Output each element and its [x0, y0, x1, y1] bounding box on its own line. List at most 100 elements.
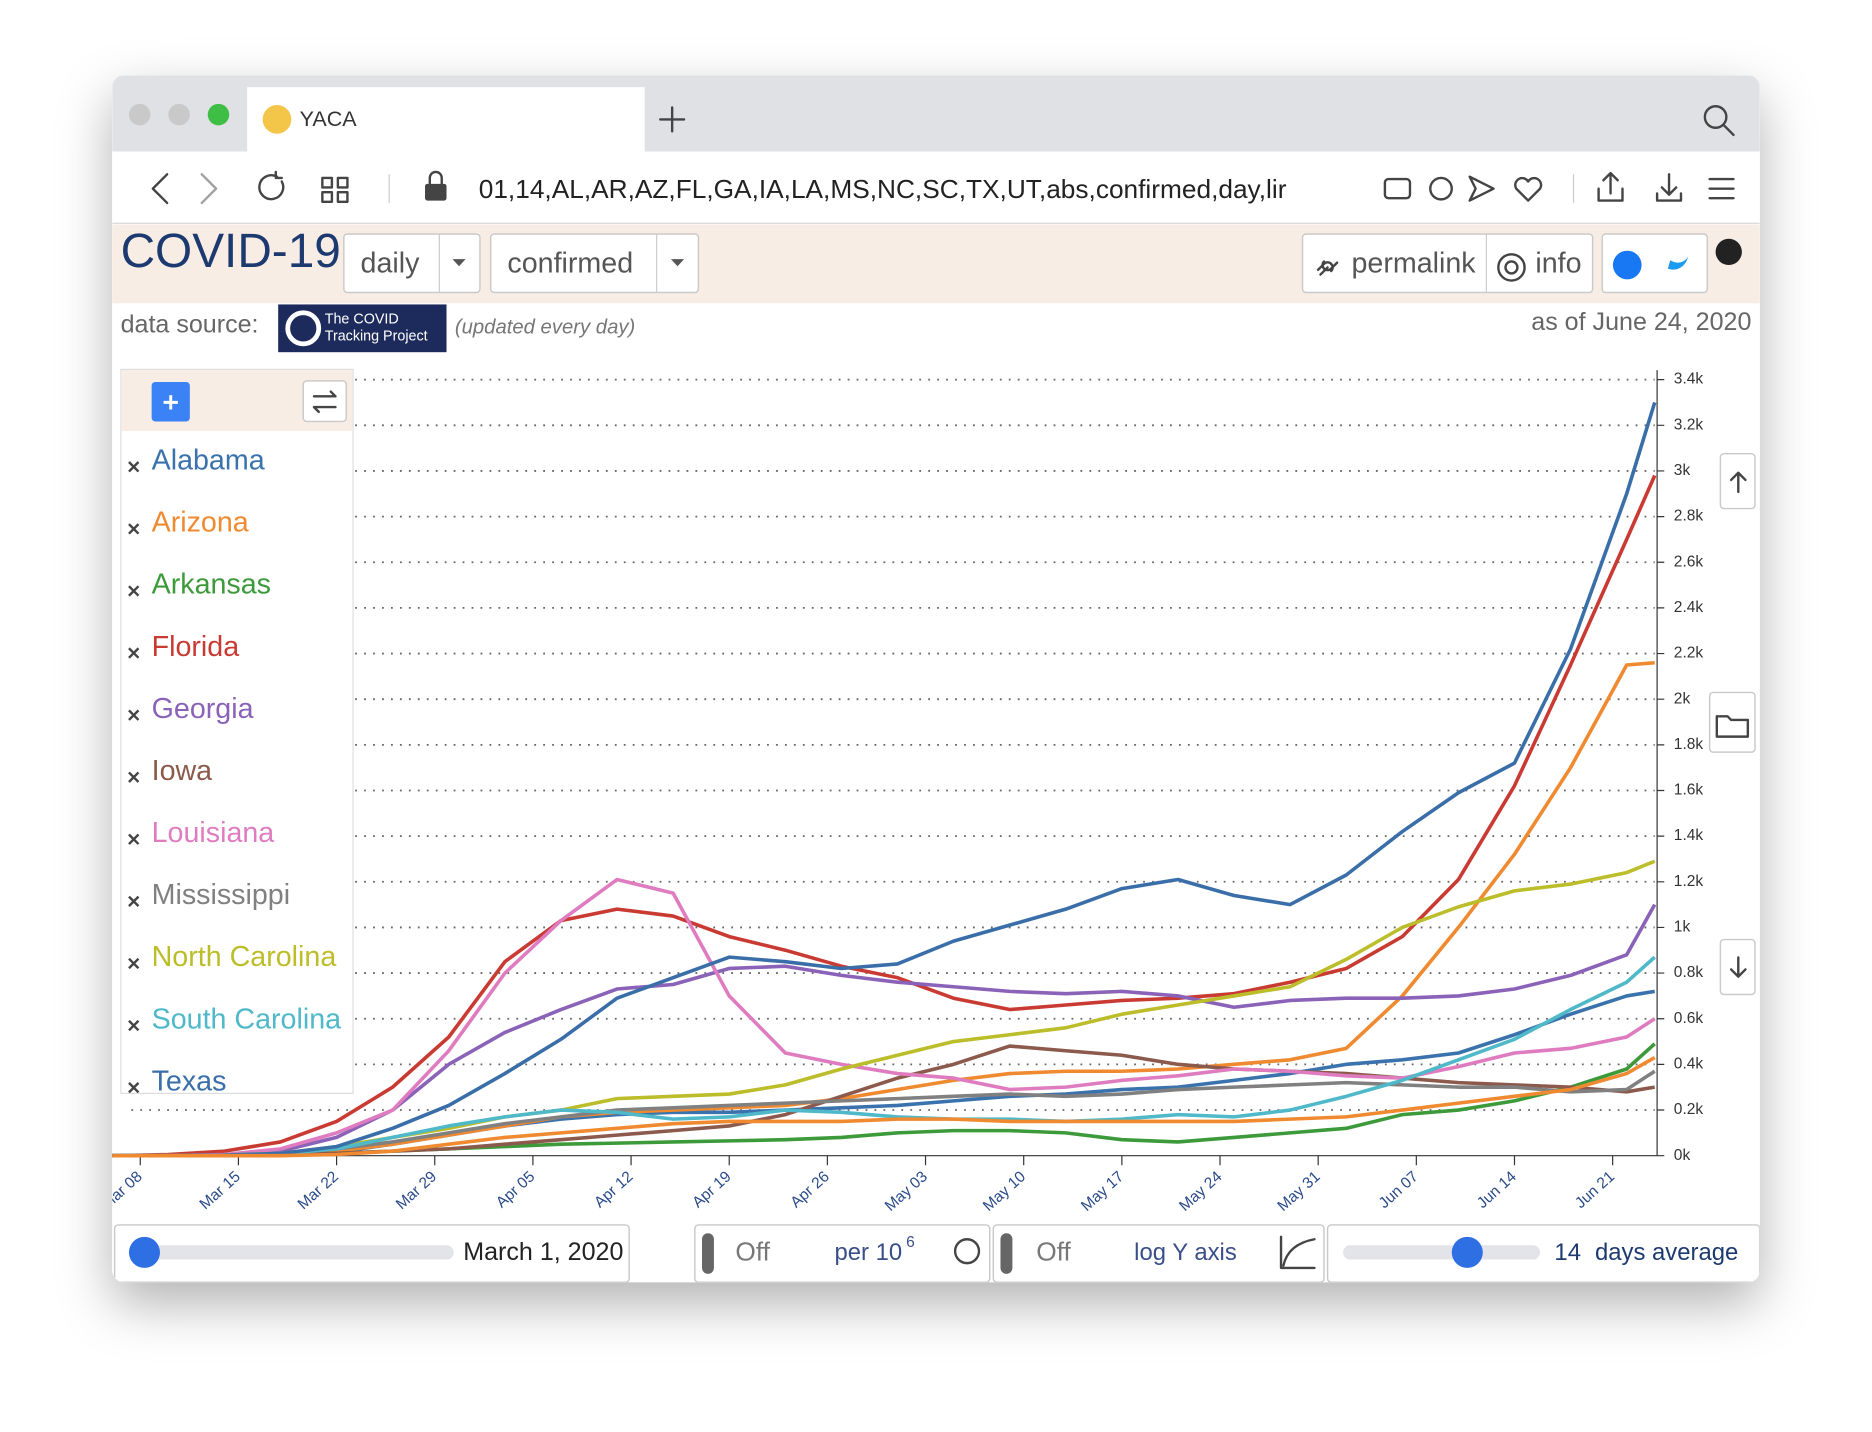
- slider-knob[interactable]: [1451, 1236, 1483, 1268]
- legend: Alabama Arizona Arkansas Florida Georgia Iowa…: [120, 368, 354, 1094]
- legend-box: [120, 368, 354, 1094]
- zoom-button[interactable]: [207, 103, 230, 126]
- y-tick-label: 2.4k: [1674, 599, 1704, 616]
- series-line: [112, 1069, 1656, 1158]
- reload[interactable]: [258, 170, 285, 201]
- remove-region[interactable]: [128, 957, 140, 970]
- legend-entry: North Carolina: [152, 941, 337, 973]
- new-tab[interactable]: [659, 106, 686, 133]
- github-button[interactable]: [1715, 238, 1742, 266]
- log-box: [992, 1224, 1325, 1283]
- per-capita-state: Off: [735, 1237, 770, 1267]
- legend-entry: Arizona: [152, 507, 249, 539]
- y-tick-label: 3.4k: [1674, 371, 1704, 388]
- log-label: log Y axis: [1134, 1239, 1237, 1266]
- per-capita-box: [694, 1224, 991, 1283]
- remove-region[interactable]: [128, 585, 140, 597]
- back[interactable]: [151, 173, 169, 205]
- close-button[interactable]: [128, 103, 151, 126]
- forward[interactable]: [200, 173, 218, 205]
- legend-entry: Mississippi: [152, 879, 290, 911]
- remove-region[interactable]: [128, 1082, 140, 1094]
- facebook-button[interactable]: [1612, 250, 1642, 280]
- average-box: [1326, 1224, 1760, 1283]
- average-label: days average: [1595, 1239, 1738, 1266]
- y-tick-label: 0k: [1674, 1147, 1691, 1164]
- download-icon[interactable]: [1655, 173, 1683, 202]
- down-arrow: [1729, 956, 1747, 978]
- log-state: Off: [1036, 1237, 1071, 1267]
- info-button[interactable]: info: [1535, 248, 1581, 280]
- remove-region[interactable]: [128, 1019, 140, 1032]
- remove-region[interactable]: [128, 709, 140, 721]
- legend-entry: Florida: [152, 631, 240, 663]
- source-name: Tracking Project: [325, 328, 428, 344]
- tab-icon: [262, 105, 292, 134]
- search-icon[interactable]: [1703, 105, 1728, 129]
- slider-knob[interactable]: [128, 1236, 160, 1268]
- y-tick-label: 2k: [1674, 690, 1691, 707]
- screenshot-icon[interactable]: [1383, 177, 1412, 200]
- app-title: COVID-19: [121, 225, 341, 278]
- as-of-date: as of June 24, 2020: [1531, 308, 1751, 336]
- y-tick-label: 3k: [1674, 462, 1691, 479]
- dropdown-arrow: [670, 259, 685, 267]
- window-content: YACA 01,14,AL,AR,AZ,FL,GA,IA,LA,MS,NC,SC…: [112, 75, 1760, 1283]
- heart-icon[interactable]: [1514, 176, 1543, 202]
- y-tick-label: 0.4k: [1674, 1055, 1704, 1072]
- up-arrow: [1729, 471, 1747, 494]
- tab[interactable]: [247, 87, 645, 155]
- y-tick-label: 0.6k: [1674, 1010, 1704, 1027]
- lock-shackle: [428, 170, 443, 186]
- source-note: (updated every day): [455, 317, 635, 339]
- remove-region[interactable]: [128, 647, 140, 659]
- measure-select[interactable]: [489, 233, 700, 294]
- swap-button[interactable]: [302, 380, 347, 423]
- info-icon: [1497, 253, 1526, 282]
- permalink-button[interactable]: permalink: [1351, 248, 1476, 280]
- legend-entry: Georgia: [152, 693, 254, 725]
- folder-icon: [1715, 715, 1750, 738]
- per-capita-label: per 10: [835, 1239, 903, 1266]
- series-line: [112, 1055, 1656, 1158]
- toggle[interactable]: [1000, 1233, 1013, 1274]
- slider-track: [143, 1245, 454, 1260]
- source-name: The COVID: [325, 312, 399, 328]
- remove-region[interactable]: [128, 771, 140, 783]
- source-label: data source:: [121, 311, 259, 339]
- source-logo-ring: [285, 310, 322, 347]
- toggle[interactable]: [702, 1233, 714, 1274]
- shield-icon[interactable]: [1429, 176, 1453, 201]
- minimize-button[interactable]: [168, 103, 190, 126]
- start-date: March 1, 2020: [463, 1238, 623, 1266]
- menu-icon[interactable]: [1708, 177, 1735, 200]
- legend-entry: Louisiana: [152, 817, 275, 849]
- log-icon: [1279, 1235, 1316, 1270]
- y-tick-label: 1.2k: [1674, 873, 1704, 890]
- slider-track: [1343, 1245, 1541, 1260]
- info-icon-inner: [1504, 260, 1519, 275]
- people-icon: [953, 1238, 981, 1265]
- average-days: 14: [1554, 1239, 1581, 1266]
- remove-region[interactable]: [128, 461, 140, 473]
- legend-entry: Arkansas: [152, 569, 271, 601]
- legend-entry: Iowa: [152, 755, 213, 787]
- dropdown-arrow: [452, 259, 466, 267]
- mode-select[interactable]: [343, 233, 481, 294]
- toolbar: [112, 151, 1760, 224]
- remove-region[interactable]: [128, 833, 140, 845]
- send-icon[interactable]: [1468, 175, 1495, 202]
- remove-region[interactable]: [128, 895, 140, 907]
- permalink-icon: [1316, 260, 1339, 276]
- share-icon[interactable]: [1597, 171, 1624, 202]
- twitter-button[interactable]: [1667, 256, 1689, 270]
- series-line: [112, 955, 1656, 1158]
- url[interactable]: 01,14,AL,AR,AZ,FL,GA,IA,LA,MS,NC,SC,TX,U…: [479, 174, 1287, 204]
- series-line: [112, 401, 1657, 1158]
- plus-icon: [163, 395, 178, 410]
- remove-region[interactable]: [128, 523, 140, 535]
- tabs-overview[interactable]: [321, 176, 349, 203]
- y-tick-label: 0.8k: [1674, 964, 1704, 981]
- search-handle: [1722, 124, 1735, 137]
